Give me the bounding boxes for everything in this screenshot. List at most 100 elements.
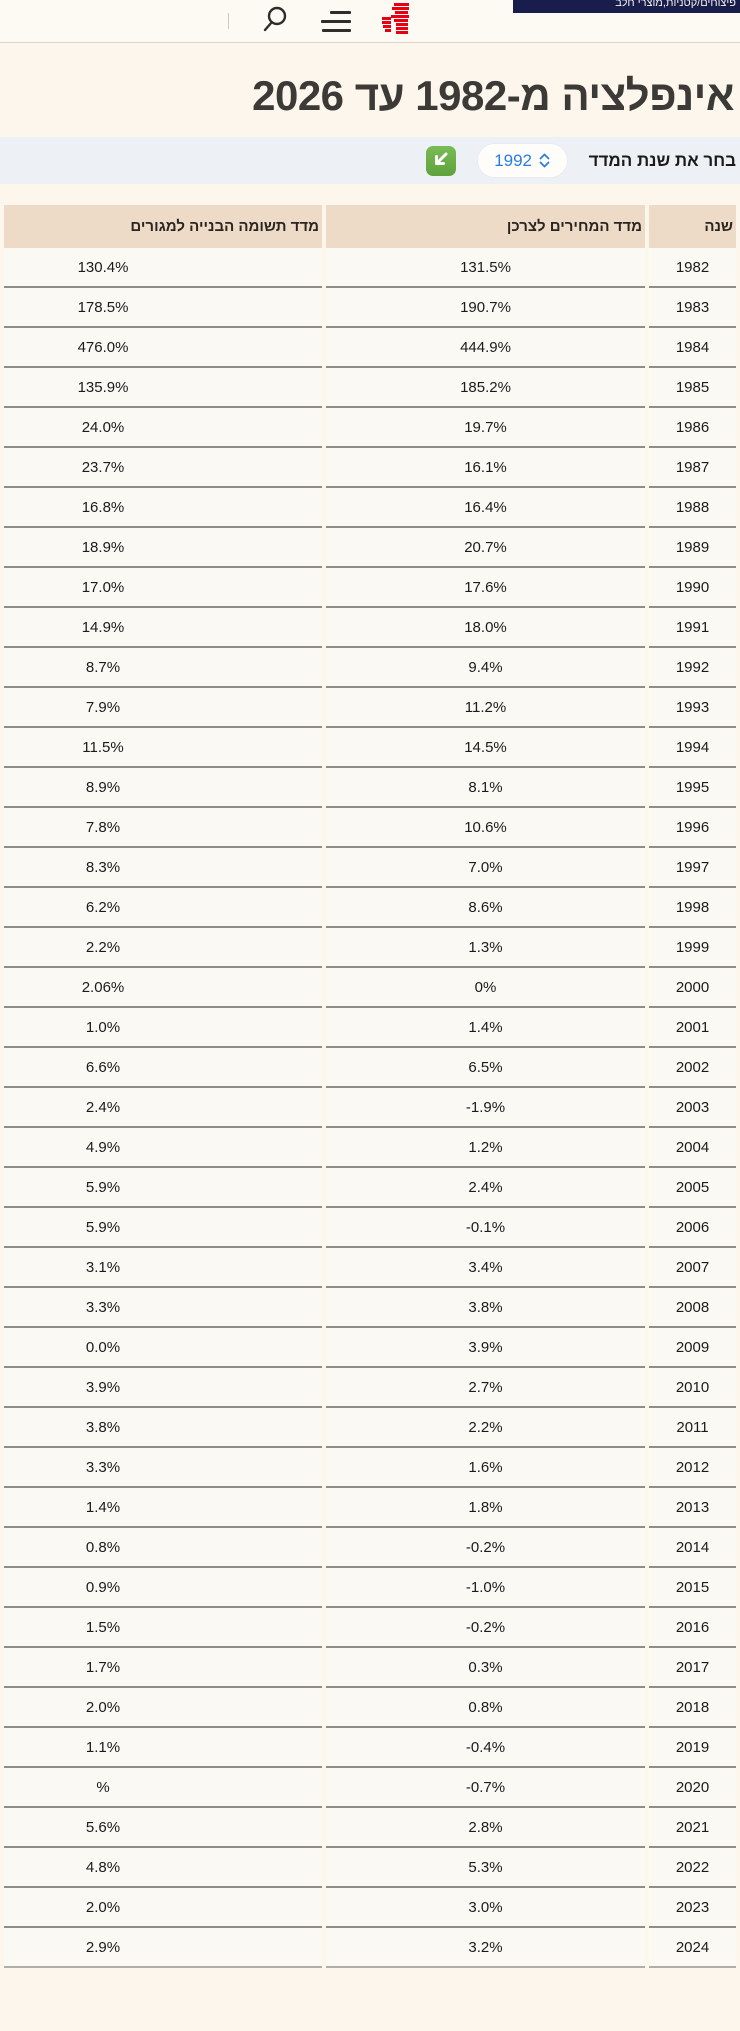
housing-cell: 2.0% [4,1888,322,1929]
housing-cell: 476.0% [4,328,322,369]
app-header: פיצוחים/קטניות,מוצרי חלב [0,0,740,43]
cpi-cell: 3.2% [326,1928,645,1969]
inflation-table: שנה מדד המחירים לצרכן מדד תשומה הבנייה ל… [0,205,740,1969]
cpi-cell: 9.4% [326,648,645,689]
year-cell: 1988 [649,488,736,529]
search-button[interactable] [260,5,290,38]
year-cell: 2023 [649,1888,736,1929]
year-cell: 2004 [649,1128,736,1169]
housing-cell: 3.8% [4,1408,322,1449]
cpi-cell: 190.7% [326,288,645,329]
housing-cell: 5.9% [4,1168,322,1209]
table-row: 2024 3.2% 2.9% [4,1928,736,1969]
year-cell: 2021 [649,1808,736,1849]
year-cell: 1984 [649,328,736,369]
housing-cell: 6.2% [4,888,322,929]
housing-cell: 2.9% [4,1928,322,1969]
housing-cell: 24.0% [4,408,322,449]
table-row: 1986 19.7% 24.0% [4,408,736,449]
table-row: 2005 2.4% 5.9% [4,1168,736,1209]
housing-cell: 130.4% [4,248,322,289]
year-cell: 1996 [649,808,736,849]
housing-cell: 1.5% [4,1608,322,1649]
table-row: 1985 185.2% 135.9% [4,368,736,409]
year-cell: 1990 [649,568,736,609]
year-cell: 1986 [649,408,736,449]
cpi-cell: 18.0% [326,608,645,649]
table-header-row: שנה מדד המחירים לצרכן מדד תשומה הבנייה ל… [4,205,736,249]
housing-cell: 17.0% [4,568,322,609]
cpi-cell: -0.7% [326,1768,645,1809]
table-row: 2011 2.2% 3.8% [4,1408,736,1449]
year-cell: 1993 [649,688,736,729]
table-row: 2012 1.6% 3.3% [4,1448,736,1489]
housing-cell: 3.3% [4,1288,322,1329]
table-row: 1993 11.2% 7.9% [4,688,736,729]
cpi-cell: -0.4% [326,1728,645,1769]
table-row: 1982 131.5% 130.4% [4,248,736,289]
cpi-cell: 1.6% [326,1448,645,1489]
year-cell: 2019 [649,1728,736,1769]
cpi-cell: -0.2% [326,1608,645,1649]
housing-cell: 1.1% [4,1728,322,1769]
cpi-cell: 19.7% [326,408,645,449]
year-cell: 2001 [649,1008,736,1049]
housing-cell: 7.8% [4,808,322,849]
cpi-cell: 185.2% [326,368,645,409]
year-cell: 1994 [649,728,736,769]
cpi-cell: 1.3% [326,928,645,969]
logo-icon [382,3,409,34]
year-select-dropdown[interactable]: 1992 [477,144,567,178]
year-cell: 1992 [649,648,736,689]
clipped-tooltip-text: פיצוחים/קטניות,מוצרי חלב [615,0,736,9]
table-row: 2021 2.8% 5.6% [4,1808,736,1849]
table-row: 2008 3.8% 3.3% [4,1288,736,1329]
housing-cell: 2.06% [4,968,322,1009]
table-row: 1992 9.4% 8.7% [4,648,736,689]
cpi-cell: 3.0% [326,1888,645,1929]
cpi-cell: 2.8% [326,1808,645,1849]
cpi-cell: 444.9% [326,328,645,369]
housing-cell: 0.8% [4,1528,322,1569]
table-row: 2019 -0.4% 1.1% [4,1728,736,1769]
table-row: 2010 2.7% 3.9% [4,1368,736,1409]
housing-cell: 135.9% [4,368,322,409]
cpi-cell: 8.6% [326,888,645,929]
year-cell: 2009 [649,1328,736,1369]
housing-cell: 1.7% [4,1648,322,1689]
table-row: 2018 0.8% 2.0% [4,1688,736,1729]
year-cell: 2012 [649,1448,736,1489]
table-row: 1991 18.0% 14.9% [4,608,736,649]
table-row: 2014 -0.2% 0.8% [4,1528,736,1569]
year-selector-band: בחר את שנת המדד 1992 [0,137,740,185]
cpi-cell: 8.1% [326,768,645,809]
cpi-cell: 17.6% [326,568,645,609]
site-logo[interactable] [382,3,412,39]
housing-cell: 2.0% [4,1688,322,1729]
housing-cell: 5.9% [4,1208,322,1249]
table-row: 2006 -0.1% 5.9% [4,1208,736,1249]
table-row: 2013 1.8% 1.4% [4,1488,736,1529]
year-cell: 2024 [649,1928,736,1969]
cpi-cell: -1.9% [326,1088,645,1129]
housing-cell: 18.9% [4,528,322,569]
year-cell: 2013 [649,1488,736,1529]
table-row: 2001 1.4% 1.0% [4,1008,736,1049]
year-cell: 2022 [649,1848,736,1889]
selected-year-value: 1992 [494,150,533,170]
year-cell: 1991 [649,608,736,649]
apply-year-button[interactable] [425,145,456,176]
table-row: 2015 -1.0% 0.9% [4,1568,736,1609]
cpi-cell: 1.4% [326,1008,645,1049]
housing-cell: 0.0% [4,1328,322,1369]
year-cell: 1998 [649,888,736,929]
year-cell: 1999 [649,928,736,969]
cpi-cell: 6.5% [326,1048,645,1089]
menu-button[interactable] [321,10,351,32]
year-cell: 2007 [649,1248,736,1289]
cpi-cell: -0.2% [326,1528,645,1569]
housing-cell: 178.5% [4,288,322,329]
table-body: 1982 131.5% 130.4% 1983 190.7% 178.5% 19… [4,248,736,1969]
housing-cell: 11.5% [4,728,322,769]
inflation-table-area: שנה מדד המחירים לצרכן מדד תשומה הבנייה ל… [0,205,740,1969]
